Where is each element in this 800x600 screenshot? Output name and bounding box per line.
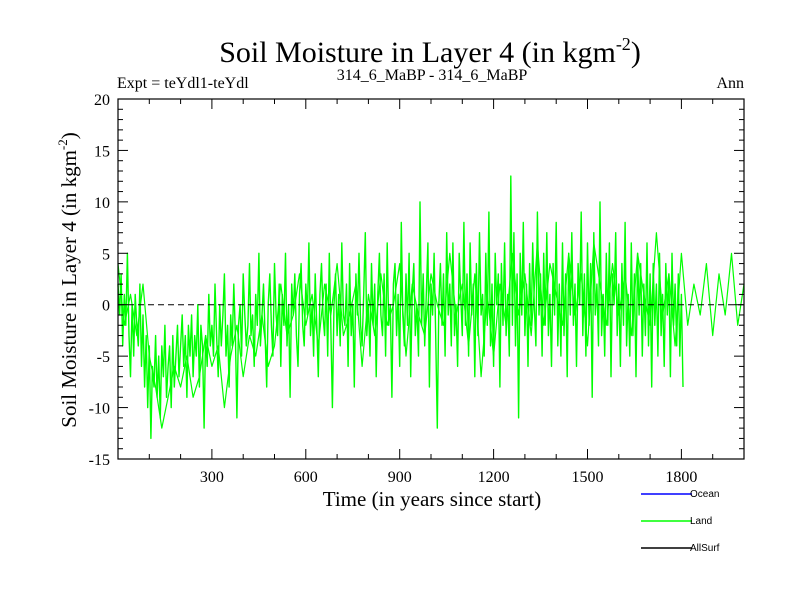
series-layer xyxy=(117,175,745,440)
chart-title-sup: -2 xyxy=(616,34,631,54)
y-tick-label: 10 xyxy=(94,195,110,212)
chart-title-close: ) xyxy=(631,36,641,69)
y-axis-label: Soil Moisture in Layer 4 (in kgm-2) xyxy=(55,132,81,427)
x-tick-label: 300 xyxy=(200,469,224,486)
y-tick-label: -10 xyxy=(89,401,110,418)
y-tick-label: -5 xyxy=(97,349,110,366)
x-tick-label: 1800 xyxy=(665,469,697,486)
legend-label-ocean: Ocean xyxy=(690,489,719,500)
y-tick-label: 15 xyxy=(94,143,110,160)
legend: Ocean Land AllSurf xyxy=(641,489,720,554)
y-tick-label: -15 xyxy=(89,452,110,469)
legend-label-allsurf: AllSurf xyxy=(690,543,720,554)
x-tick-label: 900 xyxy=(388,469,412,486)
subtitle-right: Ann xyxy=(716,75,744,92)
subtitle-left: Expt = teYdl1-teYdl xyxy=(117,75,249,92)
chart-title: Soil Moisture in Layer 4 (in kgm-2) xyxy=(219,34,641,69)
series-line-land xyxy=(117,232,745,429)
legend-label-land: Land xyxy=(690,516,712,527)
x-axis-label: Time (in years since start) xyxy=(323,487,542,511)
y-axis-label-close: ) xyxy=(57,132,81,139)
series-line-land-detail xyxy=(117,175,684,440)
y-axis-label-sup: -2 xyxy=(55,139,70,150)
y-tick-label: 0 xyxy=(102,298,110,315)
ticks-layer: 20 15 10 5 0 -5 -10 -15 300 600 900 1200 1500 1800 xyxy=(89,92,744,486)
x-tick-label: 600 xyxy=(294,469,318,486)
y-tick-label: 20 xyxy=(94,92,110,109)
y-tick-label: 5 xyxy=(102,246,110,263)
x-tick-label: 1200 xyxy=(478,469,510,486)
subtitle-center: 314_6_MaBP - 314_6_MaBP xyxy=(337,67,528,84)
x-tick-label: 1500 xyxy=(572,469,604,486)
